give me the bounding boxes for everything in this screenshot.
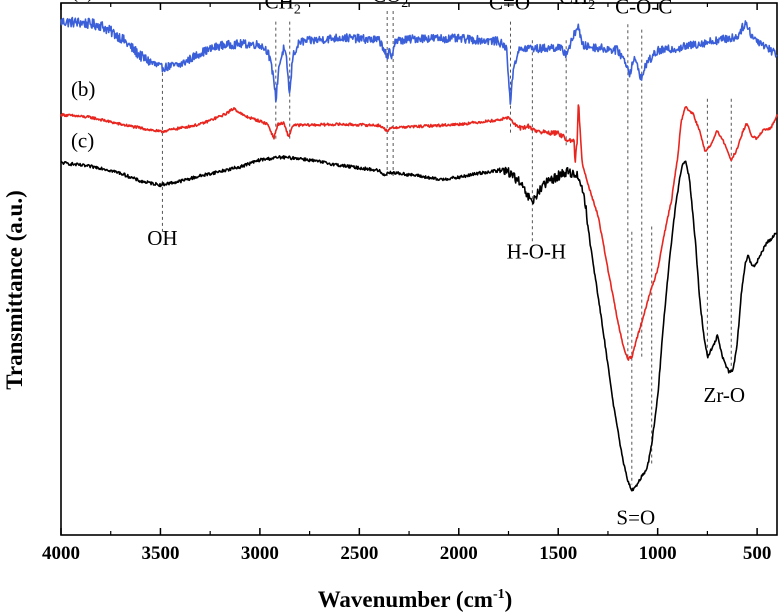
x-tick-label: 3000 — [241, 543, 279, 564]
series-label: (a) — [71, 0, 94, 3]
series-layer — [60, 16, 778, 492]
annotation-oh: OH — [147, 226, 177, 250]
x-tick-label: 2500 — [340, 543, 378, 564]
series-line — [60, 16, 778, 105]
x-axis-title: Wavenumber (cm-1) — [318, 587, 513, 612]
x-tick-label: 1000 — [639, 543, 677, 564]
x-tick-label: 500 — [743, 543, 772, 564]
annotations: (a) (b) (c) OH CH2 CO2 C=O CH2 C-O-C H-O-H S=O Zr-O — [71, 0, 745, 529]
annotation-co: C=O — [489, 0, 530, 14]
annotation-ch2a: CH2 — [265, 0, 301, 17]
axes: 4000 3500 3000 2500 2000 1500 1000 500 — [42, 3, 771, 564]
x-tick-label: 4000 — [42, 543, 80, 564]
series-line — [60, 155, 778, 492]
plot-frame — [60, 2, 778, 536]
series-line — [60, 104, 778, 361]
annotation-zro: Zr-O — [704, 383, 746, 407]
annotation-co2: CO2 — [372, 0, 408, 11]
x-tick-label: 3500 — [141, 543, 179, 564]
annotation-hoh: H-O-H — [507, 239, 566, 263]
plot-area — [60, 2, 778, 536]
y-axis-title: Transmittance (a.u.) — [2, 190, 27, 390]
x-tick-label: 1500 — [539, 543, 577, 564]
annotation-coc: C-O-C — [615, 0, 672, 19]
annotation-so: S=O — [616, 505, 655, 529]
annotation-ch2b: CH2 — [559, 0, 595, 13]
series-label: (c) — [71, 129, 94, 153]
series-label: (b) — [71, 77, 96, 101]
x-tick-label: 2000 — [440, 543, 478, 564]
reference-lines — [161, 10, 732, 485]
